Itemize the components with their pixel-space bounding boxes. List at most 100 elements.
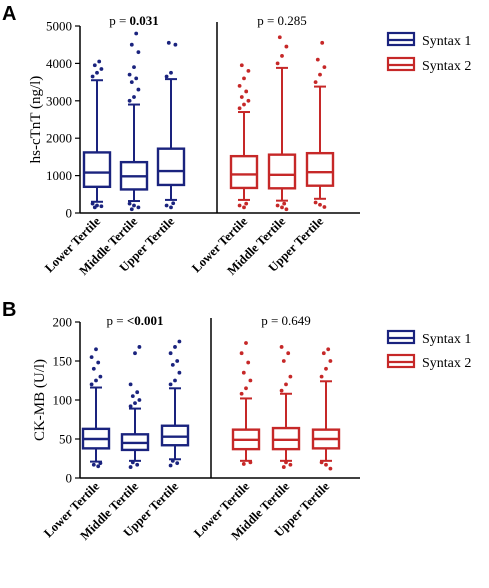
outlier-point: [133, 351, 137, 356]
box-2-2: [267, 35, 297, 212]
outlier-point: [284, 44, 289, 49]
outlier-point: [242, 102, 246, 107]
outlier-point: [136, 205, 141, 210]
outlier-point: [91, 462, 96, 467]
outlier-point: [94, 378, 98, 383]
outlier-point: [326, 347, 331, 352]
outlier-point: [89, 382, 94, 387]
box-iqr: [305, 151, 335, 187]
outlier-point: [135, 462, 140, 467]
outlier-point: [288, 374, 293, 379]
outlier-point: [168, 463, 173, 468]
p-value-prefix: p =: [106, 313, 126, 328]
outlier-point: [95, 70, 99, 75]
y-tick-label: 4000: [46, 56, 72, 71]
outlier-point: [248, 460, 253, 465]
panel-A: A 0 1000 2000 3000 4000 5000 hs-cTnT (ng/l) p = …: [2, 3, 471, 278]
panel-letter: A: [2, 3, 16, 25]
box-iqr: [156, 147, 186, 187]
outlier-point: [97, 59, 102, 64]
outlier-point: [284, 382, 288, 387]
outlier-point: [170, 458, 175, 463]
outlier-point: [90, 74, 95, 79]
p-value-prefix: p =: [261, 313, 281, 328]
outlier-point: [164, 203, 169, 208]
outlier-point: [89, 355, 94, 359]
outlier-point: [130, 460, 135, 465]
outlier-point: [175, 359, 180, 363]
p-value-label: p = 0.649: [261, 313, 311, 328]
panel-letter: B: [2, 299, 16, 321]
outlier-point: [284, 207, 289, 212]
y-tick-label: 150: [53, 354, 73, 369]
outlier-point: [98, 461, 103, 466]
box-1-2: [119, 31, 149, 212]
outlier-point: [136, 87, 141, 92]
outlier-point: [175, 461, 180, 466]
box-iqr: [267, 153, 297, 190]
outlier-point: [281, 465, 286, 469]
y-axis-title: hs-cTnT (ng/l): [28, 76, 44, 164]
outlier-point: [239, 351, 244, 356]
legend-label: Syntax 1: [422, 34, 471, 49]
outlier-point: [237, 83, 242, 88]
outlier-point: [318, 72, 322, 77]
legend-label: Syntax 1: [422, 332, 471, 347]
outlier-point: [134, 31, 139, 36]
outlier-point: [328, 466, 333, 471]
outlier-point: [177, 370, 182, 375]
outlier-point: [177, 339, 182, 344]
outlier-point: [246, 360, 251, 365]
y-tick-label: 5000: [46, 19, 72, 34]
box-iqr: [82, 151, 112, 189]
box-2-1: [229, 63, 259, 210]
outlier-point: [135, 390, 140, 395]
outlier-point: [98, 374, 103, 379]
outlier-point: [320, 40, 325, 45]
outlier-point: [282, 201, 287, 206]
outlier-point: [328, 359, 333, 363]
outlier-point: [237, 203, 242, 208]
outlier-point: [128, 404, 133, 409]
y-axis-title: CK-MB (U/l): [32, 359, 48, 441]
outlier-point: [284, 460, 288, 465]
box-1-3: [156, 40, 186, 210]
legend-label: Syntax 2: [422, 59, 471, 74]
outlier-point: [242, 205, 246, 210]
p-value-label: p = 0.031: [109, 13, 159, 28]
y-tick-label: 0: [66, 471, 73, 486]
outlier-point: [91, 366, 96, 371]
p-value-number: 0.031: [130, 13, 159, 28]
box-2-3: [311, 347, 341, 471]
outlier-point: [137, 345, 142, 349]
y-tick-label: 100: [53, 393, 73, 408]
box-2-2: [271, 345, 301, 469]
outlier-point: [321, 351, 326, 356]
y-tick-label: 200: [53, 315, 73, 330]
outlier-point: [248, 378, 253, 383]
outlier-point: [280, 54, 284, 58]
outlier-point: [244, 201, 249, 206]
outlier-point: [92, 205, 97, 210]
outlier-point: [277, 35, 282, 40]
p-value-number: <0.001: [127, 313, 164, 328]
outlier-point: [246, 68, 251, 73]
outlier-point: [173, 42, 178, 47]
outlier-point: [92, 63, 97, 68]
outlier-point: [99, 204, 104, 209]
outlier-point: [90, 201, 95, 206]
outlier-point: [128, 465, 133, 469]
outlier-point: [127, 72, 132, 77]
outlier-point: [241, 462, 246, 466]
p-value-prefix: p =: [109, 13, 129, 28]
box-2-1: [231, 341, 261, 466]
outlier-point: [127, 98, 132, 103]
outlier-point: [318, 202, 322, 207]
outlier-point: [288, 462, 293, 467]
outlier-point: [134, 76, 139, 81]
outlier-point: [132, 203, 136, 208]
y-tick-label: 0: [66, 206, 73, 221]
outlier-point: [129, 207, 134, 212]
outlier-point: [170, 363, 175, 367]
